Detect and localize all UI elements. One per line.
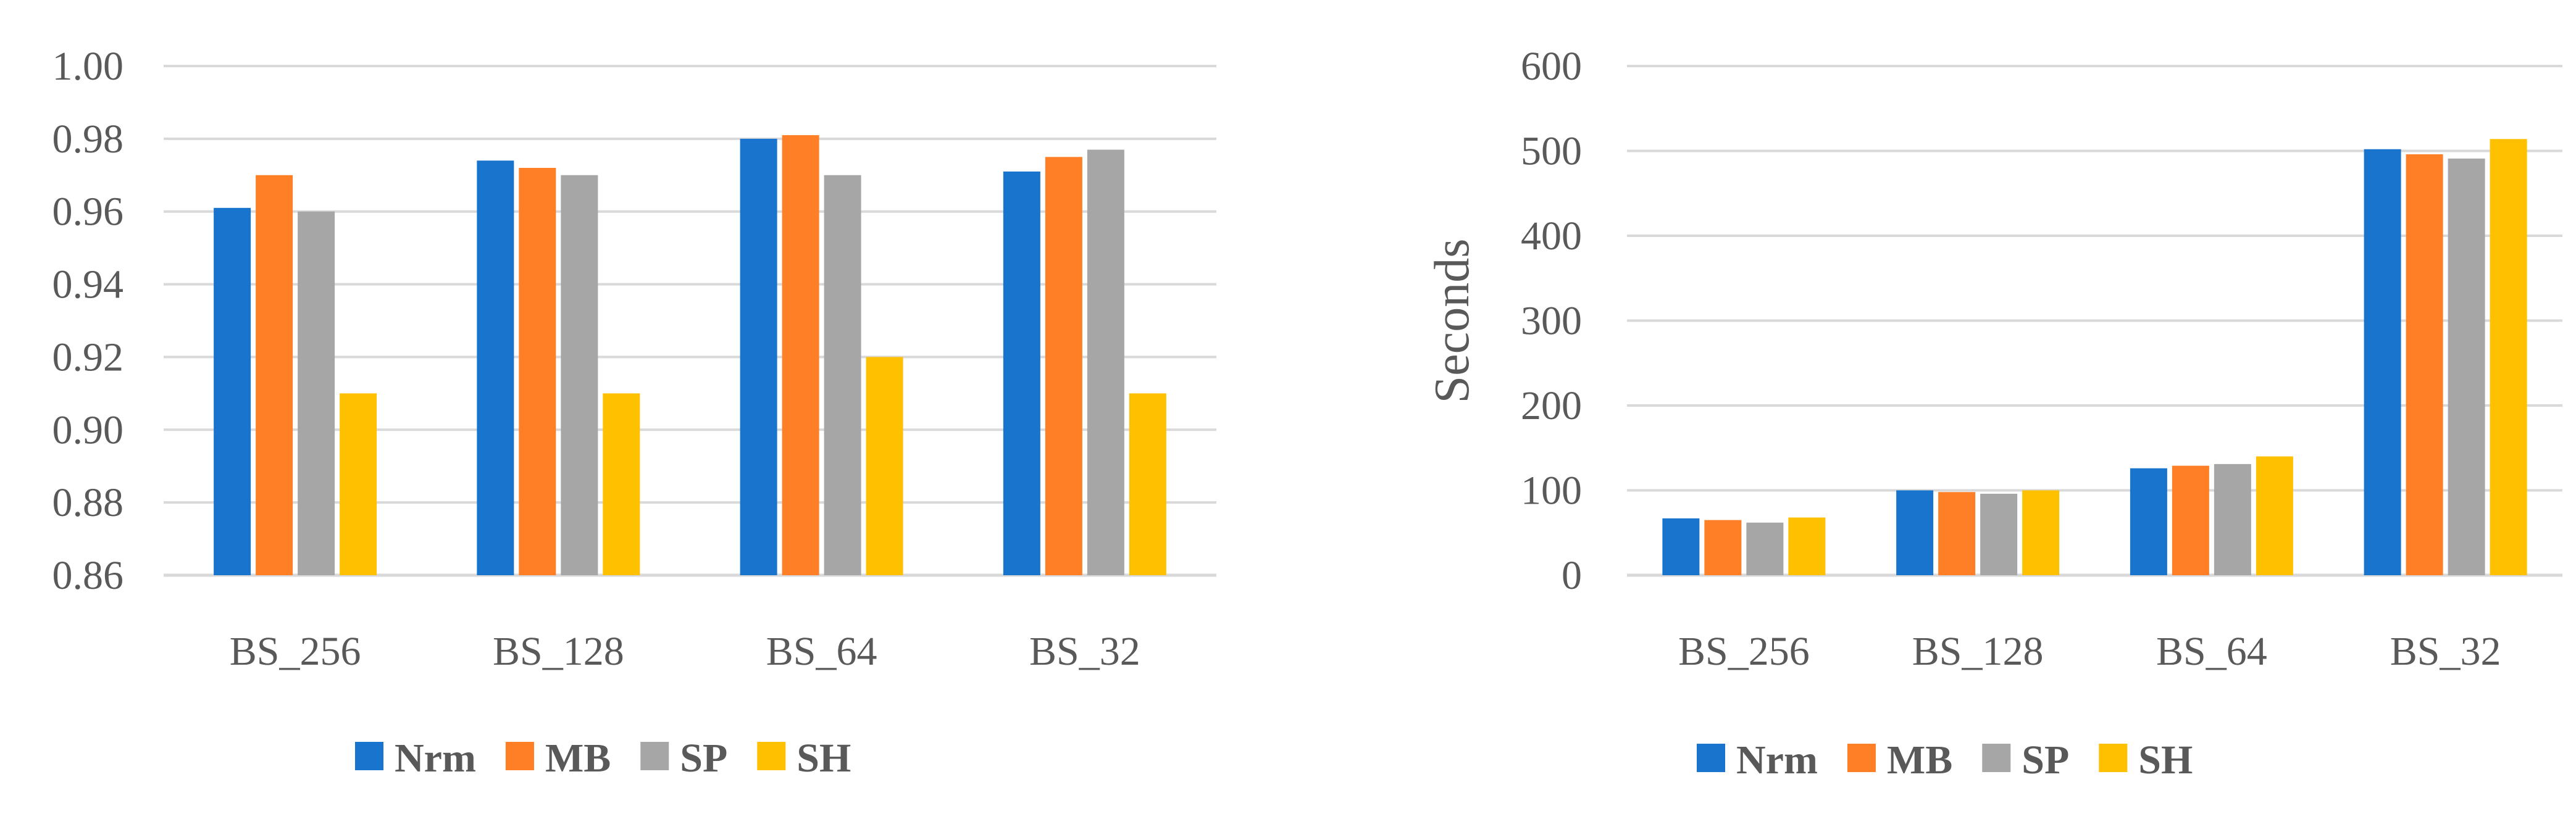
seconds-bar-chart: Seconds 0 100 200 300 400 500 600 BS_256 BS_128 B…	[1425, 44, 2562, 783]
bar-nrm-bs-256	[1662, 518, 1700, 575]
bar-mb-bs-32	[2406, 154, 2443, 575]
y-tick-label: 0.88	[52, 480, 124, 525]
legend-swatch-sh	[2099, 744, 2128, 772]
bar-mb-bs-128	[519, 168, 556, 575]
y-tick-label: 600	[1521, 44, 1582, 89]
bar-nrm-bs-64	[2130, 468, 2167, 575]
legend-swatch-nrm	[1697, 744, 1725, 772]
y-tick-label: 1.00	[52, 44, 124, 89]
bar-sh-bs-64	[866, 357, 903, 575]
legend-swatch-nrm	[355, 742, 383, 770]
bar-sp-bs-256	[1746, 522, 1784, 575]
legend-label-sp: SP	[680, 736, 727, 781]
bar-sp-bs-128	[1980, 494, 2018, 575]
bar-mb-bs-32	[1045, 157, 1082, 576]
legend-swatch-mb	[1847, 744, 1876, 772]
bar-sh-bs-256	[1788, 517, 1826, 575]
bar-sh-bs-32	[2490, 139, 2527, 575]
y-tick-label: 0.98	[52, 117, 124, 162]
y-tick-label: 0.90	[52, 407, 124, 452]
bar-sp-bs-256	[298, 211, 335, 575]
bar-mb-bs-128	[1938, 492, 1976, 575]
y-tick-label: 0.86	[52, 553, 124, 598]
bar-sh-bs-128	[603, 393, 640, 575]
bar-sp-bs-64	[824, 175, 861, 575]
bar-mb-bs-64	[782, 135, 819, 575]
legend-swatch-mb	[505, 742, 534, 770]
y-tick-label: 0	[1562, 553, 1582, 598]
x-tick-label: BS_32	[1029, 629, 1140, 674]
y-tick-label: 100	[1521, 468, 1582, 513]
legend-label-sh: SH	[797, 736, 851, 781]
bar-mb-bs-64	[2172, 465, 2209, 575]
bar-sp-bs-128	[561, 175, 598, 575]
x-tick-label: BS_64	[766, 629, 877, 674]
bar-sp-bs-64	[2214, 464, 2251, 575]
x-tick-label: BS_32	[2390, 629, 2501, 674]
x-tick-label: BS_256	[1678, 629, 1810, 674]
bar-sh-bs-256	[340, 393, 377, 575]
y-tick-label: 0.94	[52, 262, 124, 307]
legend-swatch-sp	[640, 742, 669, 770]
y-tick-label: 200	[1521, 383, 1582, 428]
bar-nrm-bs-32	[1003, 171, 1040, 576]
bar-sh-bs-128	[2022, 490, 2060, 575]
y-tick-label: 300	[1521, 299, 1582, 344]
legend-label-sh: SH	[2138, 738, 2193, 783]
x-tick-label: BS_256	[230, 629, 361, 674]
bar-nrm-bs-32	[2364, 149, 2401, 575]
legend-swatch-sh	[757, 742, 786, 770]
x-tick-label: BS_128	[1912, 629, 2044, 674]
x-tick-label: BS_64	[2156, 629, 2267, 674]
x-tick-label: BS_128	[493, 629, 624, 674]
bar-sh-bs-64	[2256, 456, 2293, 575]
bar-sh-bs-32	[1129, 393, 1166, 575]
bar-nrm-bs-64	[740, 138, 777, 575]
bar-mb-bs-256	[256, 175, 293, 575]
y-axis-title: Seconds	[1425, 239, 1479, 404]
accuracy-bar-chart: 0.86 0.88 0.90 0.92 0.94 0.96 0.98 1.00 BS_256 BS…	[52, 44, 1216, 781]
y-tick-label: 500	[1521, 129, 1582, 174]
y-tick-label: 400	[1521, 214, 1582, 259]
bar-nrm-bs-128	[477, 160, 514, 575]
bar-nrm-bs-256	[214, 207, 251, 576]
bar-mb-bs-256	[1704, 520, 1742, 575]
legend-label-nrm: Nrm	[395, 736, 476, 781]
bar-nrm-bs-128	[1896, 490, 1934, 575]
y-tick-label: 0.92	[52, 335, 124, 380]
bar-sp-bs-32	[2448, 158, 2485, 575]
legend-label-mb: MB	[545, 736, 611, 781]
legend-swatch-sp	[1982, 744, 2011, 772]
legend-label-mb: MB	[1887, 738, 1952, 783]
y-tick-label: 0.96	[52, 189, 124, 235]
bar-sp-bs-32	[1087, 149, 1124, 576]
legend-label-nrm: Nrm	[1736, 738, 1818, 783]
legend-label-sp: SP	[2022, 738, 2069, 783]
